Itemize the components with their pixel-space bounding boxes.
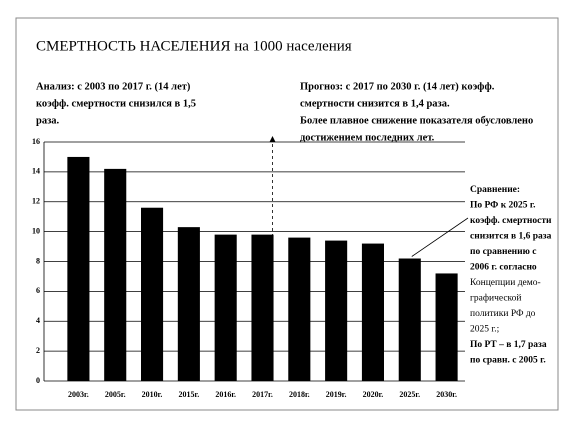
annotation-right: Прогноз: с 2017 по 2030 г. (14 лет) коэф…	[300, 81, 495, 92]
comparison-note: По РТ – в 1,7 раза	[470, 340, 547, 350]
y-tick-label: 6	[36, 286, 40, 295]
comparison-note: По РФ к 2025 г.	[470, 201, 536, 211]
bar	[214, 234, 237, 381]
x-tick-label: 2018г.	[289, 390, 310, 399]
bar	[67, 156, 90, 381]
comparison-note: графической	[470, 293, 522, 304]
comparison-note: снизится в 1,6 раза	[470, 232, 552, 242]
bar	[435, 273, 458, 381]
y-tick-label: 16	[32, 137, 40, 146]
x-tick-label: 2016г.	[215, 390, 236, 399]
separator-arrow	[269, 136, 276, 142]
x-tick-label: 2003г.	[68, 390, 89, 399]
bar	[361, 243, 384, 381]
comparison-note: Концепции демо-	[470, 278, 541, 288]
bar	[104, 168, 127, 381]
y-tick-label: 2	[36, 346, 40, 355]
annotation-right: достижением последних лет.	[300, 132, 435, 143]
y-tick-label: 4	[36, 316, 40, 325]
annotation-left: Анализ: с 2003 по 2017 г. (14 лет)	[36, 81, 191, 92]
bar	[141, 207, 164, 381]
bar	[177, 227, 200, 381]
x-tick-label: 2005г.	[105, 390, 126, 399]
bar	[325, 240, 348, 381]
annotation-right: смертности снизится в 1,4 раза.	[300, 98, 450, 109]
x-tick-label: 2019г.	[326, 390, 347, 399]
y-tick-label: 10	[32, 226, 40, 235]
comparison-note: по сравн. с 2005 г.	[470, 356, 546, 366]
y-tick-label: 0	[36, 376, 40, 385]
x-tick-label: 2010г.	[142, 390, 163, 399]
comparison-note: коэфф. смертности	[470, 215, 552, 226]
comparison-note: Сравнение:	[470, 185, 520, 195]
comparison-note: 2025 г.;	[470, 325, 499, 335]
x-tick-label: 2017г.	[252, 390, 273, 399]
annotation-left: коэфф. смертности снизился в 1,5	[36, 98, 196, 109]
comparison-note: по сравнению с	[470, 247, 536, 257]
slide-frame	[15, 17, 559, 411]
x-tick-label: 2025г.	[399, 390, 420, 399]
annotation-right: Более плавное снижение показателя обусло…	[300, 115, 533, 126]
x-tick-label: 2030г.	[436, 390, 457, 399]
y-tick-label: 14	[32, 167, 40, 176]
annotation-left: раза.	[36, 115, 60, 126]
bar	[398, 258, 421, 381]
comparison-note: 2006 г. согласно	[470, 263, 537, 273]
y-tick-label: 12	[32, 197, 40, 206]
comparison-note: политики РФ до	[470, 309, 536, 319]
leader-line	[411, 217, 469, 257]
bar	[288, 237, 311, 381]
chart-title: СМЕРТНОСТЬ НАСЕЛЕНИЯ на 1000 населения	[36, 38, 352, 54]
bar	[251, 234, 274, 381]
x-tick-label: 2020г.	[363, 390, 384, 399]
x-tick-label: 2015г.	[178, 390, 199, 399]
y-tick-label: 8	[36, 256, 40, 265]
